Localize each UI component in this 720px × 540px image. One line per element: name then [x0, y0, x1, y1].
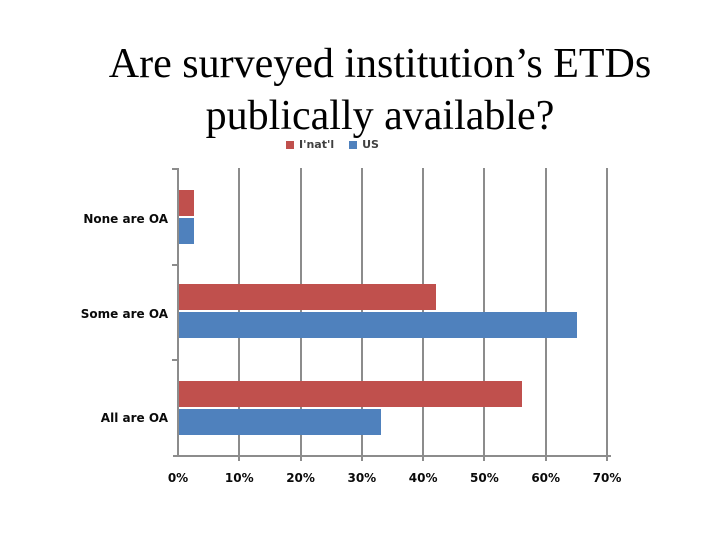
- legend-item-intl: I'nat'l: [286, 138, 334, 151]
- chart-title-line1: Are surveyed institution’s ETDs: [108, 41, 652, 87]
- x-axis-tick-label-50: 50%: [470, 471, 499, 485]
- x-axis-tick-label-70: 70%: [592, 471, 622, 485]
- bar-i-nat-l-none-are-oa: [179, 190, 194, 216]
- category-label-none-are-oa: None are OA: [83, 212, 168, 226]
- legend: I'nat'l US: [286, 138, 379, 151]
- legend-label-intl: I'nat'l: [299, 138, 335, 151]
- plot-area: None are OA Some are OA All are OA 0% 10% 20%…: [81, 168, 621, 485]
- legend-item-us: US: [349, 138, 379, 151]
- x-axis-tick-label-40: 40%: [408, 471, 438, 485]
- legend-swatch-intl: [286, 140, 294, 149]
- chart-title: Are surveyed institution’s ETDs publical…: [20, 38, 720, 142]
- x-axis-tick-label-10: 10%: [224, 471, 254, 485]
- bar-i-nat-l-some-are-oa: [179, 284, 437, 310]
- bar-us-all-are-oa: [179, 409, 382, 435]
- category-label-some-are-oa: Some are OA: [80, 307, 168, 321]
- chart-title-line2: publically available?: [205, 93, 555, 139]
- y-axis-tick: [172, 264, 178, 266]
- x-axis-tick-label-20: 20%: [286, 471, 315, 485]
- bar-us-some-are-oa: [179, 312, 578, 338]
- category-label-all-are-oa: All are OA: [100, 411, 168, 425]
- gridline-70: [606, 168, 608, 461]
- y-axis-tick: [172, 168, 178, 170]
- y-axis-tick: [172, 359, 178, 361]
- bar-us-none-are-oa: [179, 218, 194, 244]
- x-axis-tick-label-0: 0%: [167, 471, 189, 485]
- x-axis-tick-label-60: 60%: [531, 471, 561, 485]
- legend-swatch-us: [349, 140, 358, 149]
- legend-label-us: US: [362, 138, 379, 151]
- x-axis-line: [173, 455, 611, 457]
- y-axis-line: [177, 168, 179, 457]
- x-axis-tick-label-30: 30%: [347, 471, 377, 485]
- bar-i-nat-l-all-are-oa: [179, 381, 523, 407]
